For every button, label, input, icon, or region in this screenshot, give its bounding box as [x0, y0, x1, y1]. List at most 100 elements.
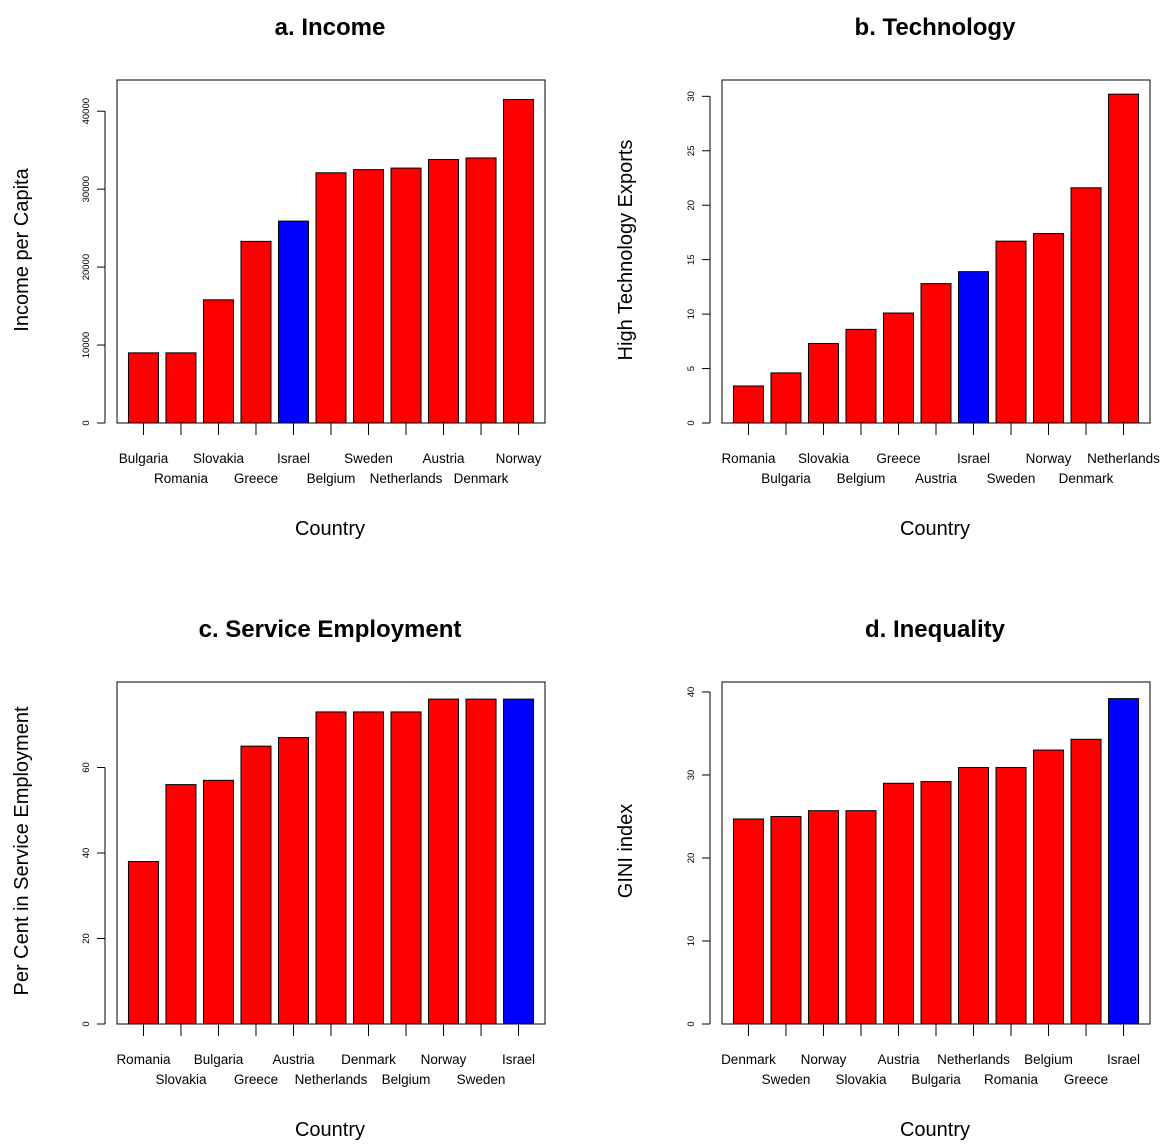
panel-b-y-tick-label: 30 — [686, 91, 697, 102]
panel-c-category-label: Israel — [502, 1052, 535, 1067]
panel-d-category-label: Belgium — [1024, 1052, 1073, 1067]
panel-c-x-axis-label: Country — [295, 1119, 365, 1141]
panel-c-y-tick-label: 0 — [81, 1021, 92, 1026]
panel-d-y-tick-label: 10 — [686, 936, 697, 947]
panel-d-bar — [807, 810, 839, 1025]
panel-d-plot-area: Denmark Sweden Norway Slovakia Austria Bulgar… — [686, 681, 1151, 1087]
panel-c-y-tick-label: 60 — [81, 762, 92, 773]
panel-b-bar — [732, 385, 764, 424]
panel-d-category-label: Bulgaria — [911, 1072, 961, 1087]
panel-d-title: d. Inequality — [865, 616, 1006, 643]
panel-d-bar — [920, 781, 952, 1025]
panel-b-category-label: Greece — [876, 451, 920, 466]
panel-a-y-axis-label: Income per Capita — [11, 167, 33, 331]
panel-d-bar — [995, 767, 1027, 1025]
panel-a-y-tick-label: 20000 — [81, 254, 92, 280]
panel-d: d. Inequality GINI index Country Denmark… — [615, 616, 1151, 1141]
panel-c-bar — [165, 784, 197, 1025]
panel-b-bar — [807, 343, 839, 424]
panel-a-category-label: Austria — [423, 451, 466, 466]
panel-d-bar — [770, 815, 802, 1025]
panel-d-category-label: Sweden — [762, 1072, 811, 1087]
panel-c-bar — [390, 711, 422, 1025]
panel-d-category-label: Slovakia — [835, 1072, 887, 1087]
panel-a: a. Income Income per Capita Country Bulg… — [11, 14, 546, 540]
panel-b-y-axis-label: High Technology Exports — [615, 140, 637, 361]
panel-c-plot-area: Romania Slovakia Bulgaria Greece Austria Neth… — [81, 681, 546, 1087]
panel-b-category-label: Israel — [957, 451, 990, 466]
panel-c-bar — [353, 711, 385, 1025]
panel-d-bar — [845, 810, 877, 1025]
panel-a-y-tick-label: 40000 — [81, 98, 92, 124]
panel-c-bar — [202, 779, 234, 1025]
panel-b-category-label: Bulgaria — [761, 471, 811, 486]
panel-a-category-label: Belgium — [307, 471, 356, 486]
panel-b-y-tick-label: 10 — [686, 309, 697, 320]
panel-d-category-label: Norway — [801, 1052, 847, 1067]
panel-c: c. Service Employment Per Cent in Servic… — [11, 616, 546, 1141]
panel-d-y-tick-label: 40 — [686, 687, 697, 698]
panel-b-category-label: Belgium — [837, 471, 886, 486]
panel-c-bar — [240, 745, 272, 1025]
panel-c-category-label: Norway — [421, 1052, 467, 1067]
panel-d-category-label: Denmark — [721, 1052, 776, 1067]
panel-b-title: b. Technology — [855, 14, 1017, 41]
panel-c-bar — [428, 698, 460, 1025]
panel-c-category-label: Sweden — [457, 1072, 506, 1087]
panel-b: b. Technology High Technology Exports Co… — [615, 14, 1160, 540]
panel-a-category-label: Slovakia — [193, 451, 245, 466]
panel-c-y-tick-label: 40 — [81, 848, 92, 859]
panel-d-bar — [958, 767, 990, 1025]
panel-a-bar — [315, 172, 347, 424]
panel-b-y-tick-label: 0 — [686, 420, 697, 425]
panel-a-bar — [277, 220, 309, 424]
panel-b-plot-area: Romania Bulgaria Slovakia Belgium Greece Aust… — [686, 79, 1160, 486]
panel-a-title: a. Income — [275, 14, 386, 41]
panel-a-bar — [165, 352, 197, 424]
panel-a-category-label: Netherlands — [370, 471, 443, 486]
panel-a-bar — [465, 157, 497, 424]
panel-b-bar — [920, 283, 952, 424]
panel-b-bar — [1033, 233, 1065, 424]
panel-d-y-tick-label: 0 — [686, 1021, 697, 1026]
panel-d-y-axis-label: GINI index — [615, 804, 637, 898]
panel-b-y-tick-label: 15 — [686, 254, 697, 265]
panel-a-bar — [503, 98, 535, 424]
panel-c-y-tick-label: 20 — [81, 933, 92, 944]
panel-c-category-label: Belgium — [382, 1072, 431, 1087]
panel-d-bar — [882, 782, 914, 1025]
panel-b-bar — [995, 240, 1027, 424]
panel-b-category-label: Slovakia — [798, 451, 850, 466]
panel-a-category-label: Greece — [234, 471, 278, 486]
panel-a-y-tick-label: 30000 — [81, 176, 92, 202]
panel-c-bar — [465, 698, 497, 1025]
panel-c-bar — [503, 698, 535, 1025]
panel-d-bar — [732, 818, 764, 1025]
panel-d-category-label: Austria — [877, 1052, 920, 1067]
panel-c-category-label: Netherlands — [295, 1072, 368, 1087]
panel-c-category-label: Greece — [234, 1072, 278, 1087]
panel-b-y-tick-label: 20 — [686, 200, 697, 211]
panel-a-bar — [202, 299, 234, 424]
panel-b-bar — [1070, 187, 1102, 424]
panel-d-y-tick-label: 30 — [686, 770, 697, 781]
panel-a-category-label: Israel — [277, 451, 310, 466]
panel-d-y-tick-label: 20 — [686, 853, 697, 864]
panel-b-category-label: Austria — [915, 471, 958, 486]
panel-a-category-label: Denmark — [454, 471, 509, 486]
panel-d-category-label: Romania — [984, 1072, 1039, 1087]
panel-a-bar — [353, 169, 385, 424]
panel-a-bar — [240, 240, 272, 424]
panel-d-bar — [1108, 698, 1140, 1025]
panel-b-y-tick-label: 25 — [686, 145, 697, 156]
panel-d-category-label: Netherlands — [937, 1052, 1010, 1067]
panel-c-bar — [127, 861, 159, 1025]
panel-b-bar — [1108, 93, 1140, 424]
panel-b-category-label: Denmark — [1059, 471, 1114, 486]
panel-c-bar — [315, 711, 347, 1025]
panel-d-category-label: Israel — [1107, 1052, 1140, 1067]
panel-a-plot-area: Bulgaria Romania Slovakia Greece Israel Belgi… — [81, 79, 546, 486]
panel-d-x-axis-label: Country — [900, 1119, 970, 1141]
panel-a-x-axis-label: Country — [295, 518, 365, 540]
